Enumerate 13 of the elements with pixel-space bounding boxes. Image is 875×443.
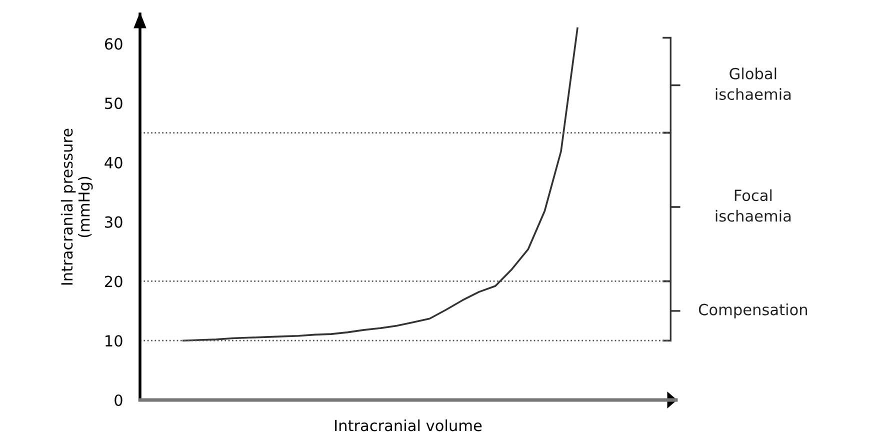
y-tick-label: 30 (105, 216, 122, 228)
text: Focal ischaemia (716, 189, 791, 222)
y-tick-label: 20 (105, 276, 122, 288)
y-tick-label: 10 (106, 335, 122, 347)
text: Compensation (698, 304, 808, 318)
y-tick-label: 40 (104, 156, 122, 168)
text: Global ischaemia (716, 68, 791, 100)
y-tick-label: 0 (114, 394, 122, 406)
y-tick-label: 60 (104, 38, 122, 50)
x-axis-title: Intracranial volume (335, 419, 482, 432)
line-series (182, 27, 578, 342)
y-axis-title: Intracranial pressure (mmHg) (60, 128, 93, 285)
y-tick-label: 50 (105, 98, 122, 110)
